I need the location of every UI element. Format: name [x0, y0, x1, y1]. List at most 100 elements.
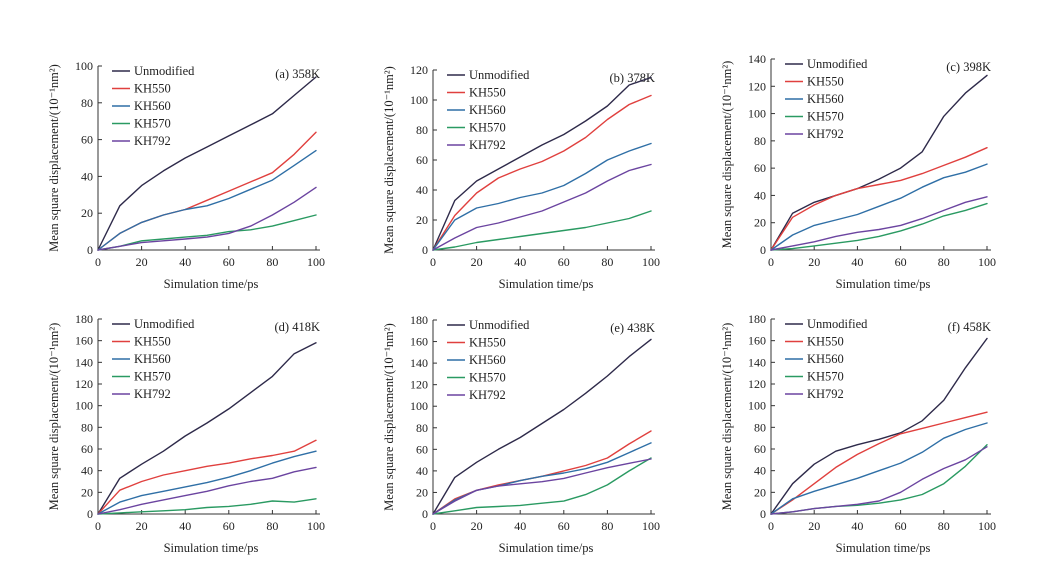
series-line-kh570 [432, 210, 652, 251]
series-line-unmodified [432, 76, 652, 251]
legend-label-kh560: KH560 [134, 99, 171, 113]
y-tick-label: 80 [81, 420, 93, 434]
legend-label-kh550: KH550 [807, 75, 844, 89]
x-tick-label: 40 [179, 255, 191, 269]
y-tick-label: 60 [754, 161, 766, 175]
y-tick-label: 0 [87, 243, 93, 257]
panel-label: (b) 378K [610, 71, 655, 85]
legend-label-kh560: KH560 [469, 103, 506, 117]
x-tick-label: 60 [223, 255, 235, 269]
x-tick-label: 60 [558, 255, 570, 269]
x-tick-label: 0 [768, 255, 774, 269]
x-tick-label: 0 [768, 519, 774, 533]
x-tick-label: 100 [307, 255, 325, 269]
legend-label-kh560: KH560 [807, 92, 844, 106]
y-tick-label: 60 [81, 442, 93, 456]
legend-label-kh792: KH792 [469, 388, 506, 402]
y-tick-label: 80 [81, 96, 93, 110]
x-axis-title: Simulation time/ps [164, 277, 259, 291]
series-line-kh570 [97, 214, 317, 251]
y-tick-label: 100 [410, 399, 428, 413]
x-tick-label: 20 [471, 519, 483, 533]
x-tick-label: 40 [851, 519, 863, 533]
legend-label-kh550: KH550 [134, 335, 171, 349]
x-tick-label: 40 [514, 519, 526, 533]
series-line-unmodified [770, 337, 988, 515]
x-tick-label: 80 [601, 255, 613, 269]
y-tick-label: 20 [416, 213, 428, 227]
panel-label: (c) 398K [946, 60, 991, 74]
legend-label-kh570: KH570 [807, 110, 844, 124]
y-tick-label: 40 [416, 183, 428, 197]
chart-panel-3: 0 20 40 60 80 100 120 140 0 20 40 60 80 100 Simulation… [720, 52, 996, 291]
legend-label-kh792: KH792 [469, 138, 506, 152]
legend-label-unmodified: Unmodified [469, 68, 530, 82]
y-axis-title: Mean square displacement/(10⁻¹nm²) [720, 323, 734, 511]
y-axis-title: Mean square displacement/(10⁻¹nm²) [382, 323, 396, 511]
series-line-kh550 [97, 131, 317, 251]
series-line-unmodified [770, 74, 988, 251]
series-line-kh560 [432, 142, 652, 251]
x-tick-label: 20 [136, 255, 148, 269]
y-tick-label: 80 [416, 123, 428, 137]
y-tick-label: 60 [416, 153, 428, 167]
chart-panel-5: 0 20 40 60 80 100 120 140 160 180 0 20 40 60 80 100 Simu… [382, 313, 660, 555]
x-tick-label: 80 [938, 519, 950, 533]
chart-panel-4: 0 20 40 60 80 100 120 140 160 180 0 20 40 60 80 100 Simu… [47, 312, 325, 555]
series-line-kh560 [770, 163, 988, 251]
series-line-kh792 [97, 466, 317, 515]
y-tick-label: 0 [760, 243, 766, 257]
x-tick-label: 0 [95, 255, 101, 269]
x-tick-label: 60 [895, 255, 907, 269]
y-axis-title: Mean square displacement/(10⁻¹nm²) [47, 64, 61, 252]
series-line-kh550 [97, 439, 317, 515]
series-line-kh792 [770, 196, 988, 251]
x-tick-label: 80 [266, 519, 278, 533]
series-line-kh792 [770, 446, 988, 515]
y-axis-title: Mean square displacement/(10⁻¹nm²) [47, 323, 61, 511]
legend-label-kh570: KH570 [807, 370, 844, 384]
y-tick-label: 20 [416, 485, 428, 499]
chart-panel-2: 0 20 40 60 80 100 120 0 20 40 60 80 100 Simulation ti… [382, 63, 660, 291]
x-tick-label: 20 [808, 519, 820, 533]
x-tick-label: 80 [601, 519, 613, 533]
series-line-kh570 [432, 457, 652, 515]
y-tick-label: 160 [410, 335, 428, 349]
x-tick-label: 20 [136, 519, 148, 533]
legend-label-unmodified: Unmodified [807, 57, 868, 71]
series-line-unmodified [97, 342, 317, 515]
y-tick-label: 120 [410, 378, 428, 392]
x-axis-title: Simulation time/ps [836, 277, 931, 291]
y-tick-label: 20 [81, 206, 93, 220]
series-line-kh550 [770, 147, 988, 251]
panel-label: (f) 458K [948, 320, 991, 334]
y-axis-title: Mean square displacement/(10⁻¹nm²) [382, 66, 396, 254]
y-axis-title: Mean square displacement/(10⁻¹nm²) [720, 61, 734, 249]
y-tick-label: 40 [754, 188, 766, 202]
legend-label-unmodified: Unmodified [134, 317, 195, 331]
panel-label: (d) 418K [275, 320, 320, 334]
legend-label-kh570: KH570 [469, 371, 506, 385]
x-tick-label: 100 [978, 255, 996, 269]
series-line-kh570 [770, 444, 988, 515]
y-tick-label: 0 [422, 243, 428, 257]
y-tick-label: 40 [754, 464, 766, 478]
y-tick-label: 140 [748, 355, 766, 369]
chart-panel-6: 0 20 40 60 80 100 120 140 160 180 0 20 40 60 80 100 Simu… [720, 312, 996, 555]
legend-label-kh550: KH550 [807, 335, 844, 349]
y-tick-label: 100 [410, 93, 428, 107]
legend-label-kh570: KH570 [134, 370, 171, 384]
x-tick-label: 0 [430, 255, 436, 269]
x-tick-label: 80 [266, 255, 278, 269]
legend-label-unmodified: Unmodified [469, 318, 530, 332]
series-line-kh560 [97, 149, 317, 251]
y-tick-label: 20 [754, 216, 766, 230]
x-tick-label: 20 [808, 255, 820, 269]
y-tick-label: 140 [410, 356, 428, 370]
x-tick-label: 60 [223, 519, 235, 533]
legend-label-kh550: KH550 [469, 86, 506, 100]
y-tick-label: 40 [81, 169, 93, 183]
chart-panel-1: 0 20 40 60 80 100 0 20 40 60 80 100 Simulation time/… [47, 59, 325, 291]
x-tick-label: 100 [642, 519, 660, 533]
legend-label-kh560: KH560 [807, 352, 844, 366]
